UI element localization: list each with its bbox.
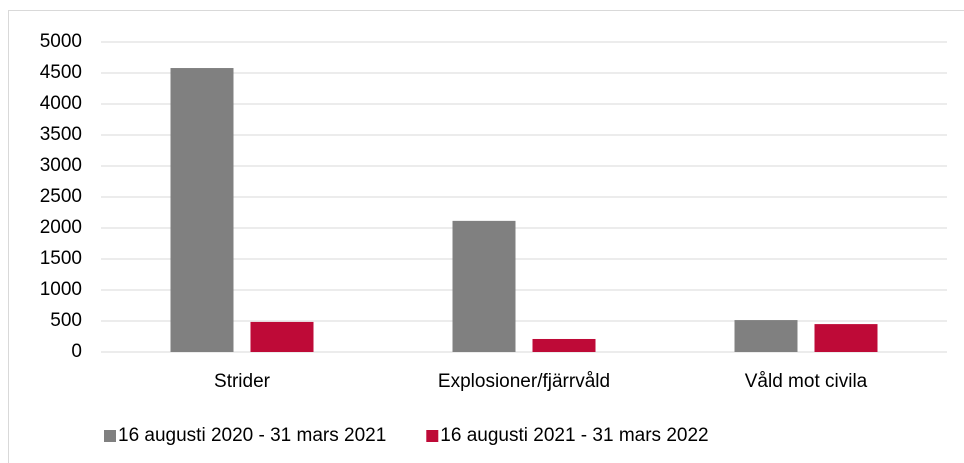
x-tick-label: Explosioner/fjärrvåld <box>438 371 610 392</box>
legend-swatch <box>426 430 439 442</box>
bar <box>734 320 798 352</box>
y-tick-label: 4500 <box>40 62 82 83</box>
y-tick-label: 5000 <box>40 31 82 52</box>
y-tick-label: 2000 <box>40 217 82 238</box>
bar <box>250 321 314 352</box>
bar <box>532 338 596 352</box>
legend-swatch <box>104 430 116 442</box>
chart-border <box>8 10 964 463</box>
y-tick-label: 1500 <box>40 248 82 269</box>
y-tick-label: 500 <box>50 310 82 331</box>
y-tick-label: 0 <box>71 341 82 362</box>
y-tick-label: 3500 <box>40 124 82 145</box>
x-tick-label: Våld mot civila <box>745 371 868 392</box>
bar <box>814 324 878 352</box>
x-tick-label: Strider <box>214 371 271 392</box>
bar <box>452 220 516 352</box>
y-tick-label: 1000 <box>40 279 82 300</box>
y-tick-label: 3000 <box>40 155 82 176</box>
y-tick-label: 2500 <box>40 186 82 207</box>
bar <box>170 68 234 352</box>
legend-label: 16 augusti 2021 - 31 mars 2022 <box>440 425 708 446</box>
y-tick-label: 4000 <box>40 93 82 114</box>
legend-label: 16 augusti 2020 - 31 mars 2021 <box>118 425 386 446</box>
